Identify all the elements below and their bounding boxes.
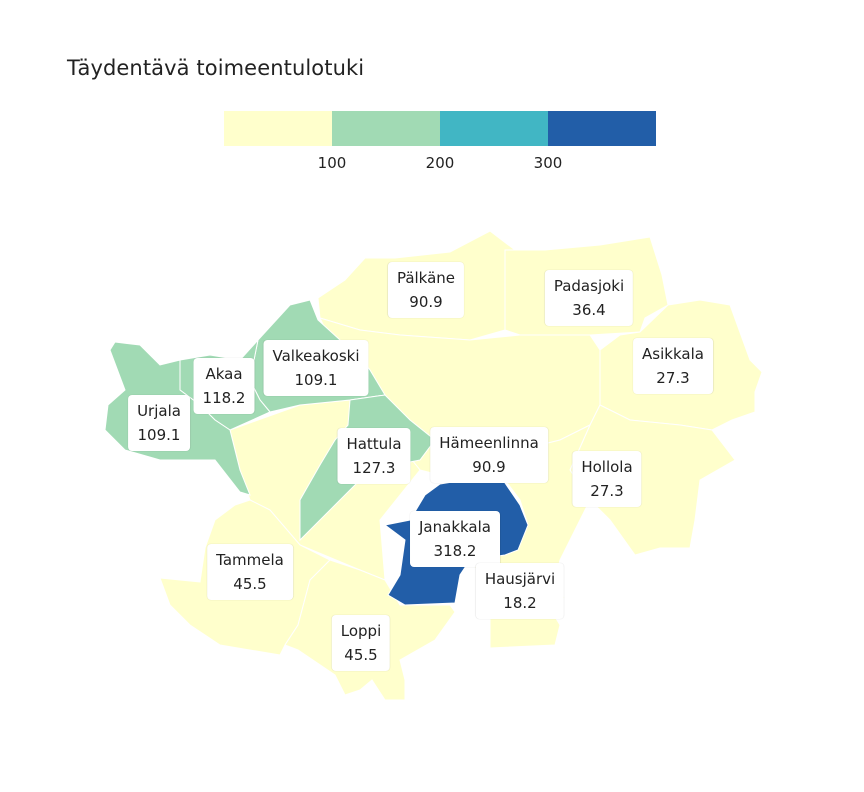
- label-value: 18.2: [503, 594, 537, 612]
- legend-tick-100: 100: [317, 154, 347, 172]
- label-urjala: Urjala 109.1: [128, 395, 190, 451]
- label-value: 90.9: [472, 458, 506, 476]
- label-palkane: Pälkäne 90.9: [387, 262, 465, 318]
- label-value: 45.5: [233, 575, 267, 593]
- label-value: 27.3: [656, 369, 690, 387]
- legend-swatch-4: [548, 111, 656, 146]
- label-tammela: Tammela 45.5: [207, 544, 293, 600]
- label-name: Valkeakoski: [272, 347, 360, 365]
- label-padasjoki: Padasjoki 36.4: [544, 270, 634, 326]
- label-hausjarvi: Hausjärvi 18.2: [475, 563, 565, 619]
- label-value: 127.3: [352, 459, 396, 477]
- label-hameenlinna: Hämeenlinna 90.9: [430, 427, 548, 483]
- label-valkeakoski: Valkeakoski 109.1: [263, 340, 369, 396]
- label-value: 45.5: [344, 646, 378, 664]
- legend-tick-200: 200: [425, 154, 455, 172]
- label-hollola: Hollola 27.3: [572, 451, 642, 507]
- color-legend: [224, 111, 656, 146]
- map-title: Täydentävä toimeentulotuki: [67, 56, 365, 80]
- label-name: Hattula: [346, 435, 402, 453]
- label-name: Loppi: [340, 622, 382, 640]
- legend-swatch-3: [440, 111, 548, 146]
- label-name: Pälkäne: [396, 269, 456, 287]
- label-name: Padasjoki: [553, 277, 625, 295]
- label-akaa: Akaa 118.2: [193, 358, 255, 414]
- label-value: 118.2: [202, 389, 246, 407]
- legend-swatch-2: [332, 111, 440, 146]
- label-name: Asikkala: [642, 345, 704, 363]
- label-name: Akaa: [205, 365, 243, 383]
- label-loppi: Loppi 45.5: [331, 615, 391, 671]
- label-value: 318.2: [433, 542, 477, 560]
- label-hattula: Hattula 127.3: [337, 428, 411, 484]
- label-name: Hausjärvi: [484, 570, 556, 588]
- label-value: 36.4: [572, 301, 606, 319]
- label-name: Hämeenlinna: [439, 434, 539, 452]
- legend-swatch-1: [224, 111, 332, 146]
- label-name: Urjala: [137, 402, 181, 420]
- label-value: 109.1: [294, 371, 338, 389]
- label-janakkala: Janakkala 318.2: [410, 511, 500, 567]
- label-value: 90.9: [409, 293, 443, 311]
- label-asikkala: Asikkala 27.3: [633, 338, 713, 394]
- label-name: Tammela: [216, 551, 284, 569]
- label-value: 27.3: [590, 482, 624, 500]
- label-value: 109.1: [137, 426, 181, 444]
- legend-tick-300: 300: [533, 154, 563, 172]
- label-name: Janakkala: [419, 518, 491, 536]
- label-name: Hollola: [581, 458, 633, 476]
